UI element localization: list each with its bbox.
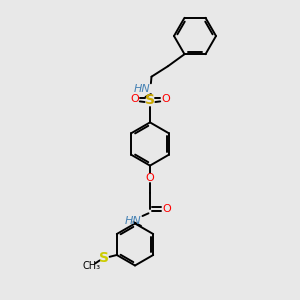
Text: S: S: [145, 94, 155, 107]
Text: S: S: [99, 251, 109, 265]
Text: HN: HN: [134, 84, 151, 94]
Text: HN: HN: [125, 216, 142, 226]
Text: CH₃: CH₃: [82, 261, 101, 272]
Text: O: O: [146, 172, 154, 183]
Text: O: O: [162, 204, 171, 214]
Text: O: O: [161, 94, 170, 104]
Text: O: O: [130, 94, 139, 104]
